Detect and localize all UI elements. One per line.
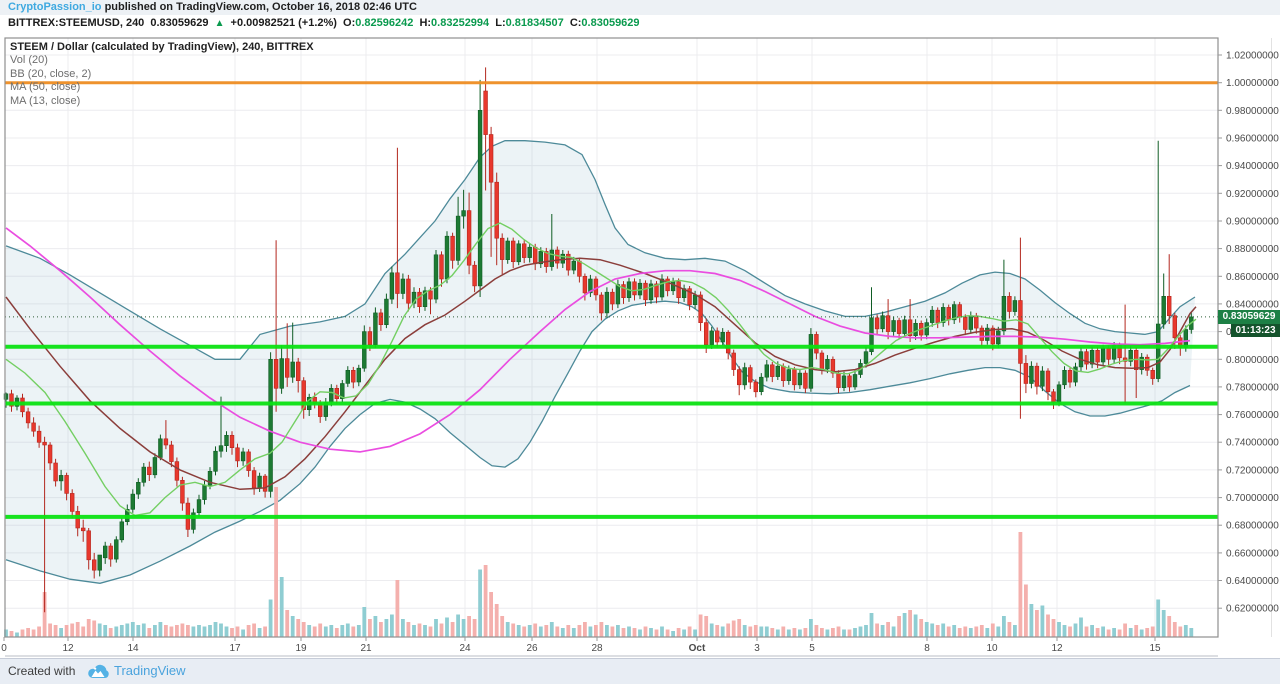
chart-legend: STEEM / Dollar (calculated by TradingVie… [10,41,314,108]
svg-text:17: 17 [229,643,241,654]
legend-volume-indicator[interactable]: Vol (20) [10,54,48,67]
svg-text:1.00000000: 1.00000000 [1226,78,1279,89]
time-scale[interactable] [5,637,1218,657]
open-label: O: [343,17,356,29]
svg-text:19: 19 [295,643,307,654]
svg-text:0.80000000: 0.80000000 [1226,355,1279,366]
svg-text:0.62000000: 0.62000000 [1226,604,1279,615]
svg-text:0.68000000: 0.68000000 [1226,521,1279,532]
up-arrow-icon: ▲ [214,18,225,29]
svg-text:0.98000000: 0.98000000 [1226,106,1279,117]
low-label: L: [495,17,506,29]
close-label: C: [569,17,582,29]
svg-text:0.74000000: 0.74000000 [1226,438,1279,449]
svg-text:0.84000000: 0.84000000 [1226,299,1279,310]
svg-text:Oct: Oct [689,643,706,654]
svg-text:1.02000000: 1.02000000 [1226,51,1279,62]
svg-text:0.72000000: 0.72000000 [1226,465,1279,476]
high-value: 0.83252994 [431,17,490,29]
svg-text:28: 28 [591,643,603,654]
symbol-bar: BITTREX:STEEMUSD, 240 0.83059629 ▲ +0.00… [0,15,1280,32]
svg-text:10: 10 [986,643,998,654]
footer-bar: Created with TradingView [0,658,1280,684]
svg-text:5: 5 [809,643,815,654]
svg-text:0.78000000: 0.78000000 [1226,382,1279,393]
svg-text:12: 12 [62,643,74,654]
svg-text:15: 15 [1149,643,1161,654]
open-value: 0.82596242 [355,17,414,29]
svg-text:0.92000000: 0.92000000 [1226,189,1279,200]
tradingview-brand-link[interactable]: TradingView [114,663,186,678]
current-price-badge: 0.83059629 [1218,309,1280,324]
svg-text:12: 12 [1051,643,1063,654]
legend-bb-indicator[interactable]: BB (20, close, 2) [10,67,92,80]
close-value: 0.83059629 [581,17,640,29]
legend-symbol-title[interactable]: STEEM / Dollar (calculated by TradingVie… [10,41,314,53]
svg-text:0.88000000: 0.88000000 [1226,244,1279,255]
svg-text:0.94000000: 0.94000000 [1226,161,1279,172]
svg-text:8: 8 [924,643,930,654]
last-price: 0.83059629 [150,17,209,29]
svg-text:0.66000000: 0.66000000 [1226,548,1279,559]
bar-countdown-badge: 01:13:23 [1231,323,1280,337]
symbol-name[interactable]: BITTREX:STEEMUSD, 240 [8,17,145,29]
legend-ma50-indicator[interactable]: MA (50, close) [10,81,81,94]
low-value: 0.81834507 [505,17,564,29]
author-link[interactable]: CryptoPassion_io [8,1,102,13]
svg-text:0.86000000: 0.86000000 [1226,272,1279,283]
svg-text:0: 0 [1,643,7,654]
svg-text:0.90000000: 0.90000000 [1226,217,1279,228]
publish-text: published on TradingView.com, October 16… [101,1,417,13]
price-scale[interactable] [1218,38,1280,637]
svg-text:14: 14 [127,643,139,654]
created-with-text: Created with [8,664,76,678]
legend-ma13-indicator[interactable]: MA (13, close) [10,94,81,107]
svg-text:3: 3 [754,643,760,654]
tradingview-logo-icon[interactable] [86,663,110,684]
svg-text:0.96000000: 0.96000000 [1226,134,1279,145]
svg-text:0.70000000: 0.70000000 [1226,493,1279,504]
svg-text:21: 21 [360,643,372,654]
svg-text:0.76000000: 0.76000000 [1226,410,1279,421]
price-change: +0.00982521 (+1.2%) [230,17,337,29]
svg-text:0.64000000: 0.64000000 [1226,576,1279,587]
svg-text:24: 24 [459,643,471,654]
svg-text:26: 26 [526,643,538,654]
price-chart-canvas[interactable]: 1.02000000 1.00000000 0.98000000 0.96000000… [0,0,1280,658]
high-label: H: [419,17,432,29]
publish-bar: CryptoPassion_io published on TradingVie… [0,0,1280,15]
